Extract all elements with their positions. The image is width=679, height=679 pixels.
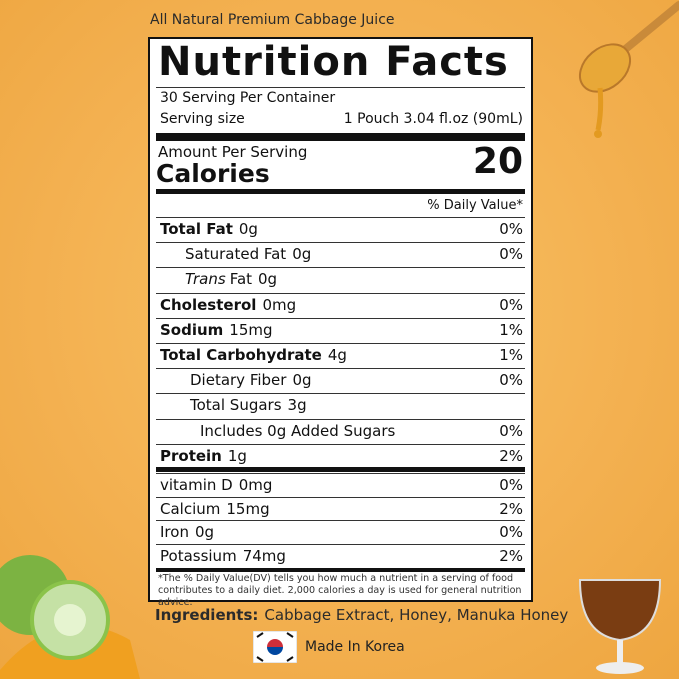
nutrient-name-text: Total Sugars [190,396,282,415]
nutrient-amount: 4g [327,346,347,364]
nutrition-label: Nutrition Facts 30 Serving Per Container… [148,37,533,608]
nutrient-name-text: Saturated Fat [185,245,287,264]
daily-value: 0% [499,220,523,238]
honey-glass [578,579,662,674]
nutrient-name: Cholesterol 0mg [160,296,296,314]
nutrient-name-text: Total Carbohydrate [160,346,322,364]
row-divider [156,520,525,522]
nutrient-amount: 1g [227,446,247,465]
servings: 30 Serving Per Container [160,90,336,106]
calories-label: Calories [156,159,270,188]
nutrient-amount: 0g [194,523,215,542]
nutrient-amount: 0g [238,220,258,238]
serving-size: 1 Pouch 3.04 fl.oz (90mL) [343,111,523,127]
row-divider [156,443,525,445]
nutrient-amount: 0mg [262,295,297,314]
row-divider [156,317,525,319]
row-divider [156,543,525,545]
nutrient-amount: 0mg [238,476,273,494]
nutrient-name: Trans Fat 0g [185,270,277,288]
ingredients: Ingredients: Cabbage Extract, Honey, Manu… [155,606,568,624]
honey-dipper [578,1,679,138]
row-divider [156,418,525,420]
nutrient-name-text: Fat [229,270,253,289]
daily-value: 0% [499,523,523,542]
nutrient-name: Iron 0g [160,523,214,541]
nutrient-name-text: Dietary Fiber [190,371,287,390]
nutrient-name: Total Carbohydrate 4g [160,346,347,364]
daily-value: 0% [499,476,523,494]
nutrient-name-text: vitamin D [160,476,233,494]
nutrient-amount: 3g [287,396,307,415]
nutrient-amount: 74mg [242,546,286,565]
row-divider [156,267,525,269]
daily-value: 2% [499,499,523,518]
nutrient-amount: 15mg [229,320,273,339]
nutrient-name-text: Potassium [160,546,237,565]
ingredients-label: Ingredients: [155,606,259,624]
dv-header: % Daily Value* [427,198,523,213]
row-divider [156,393,525,395]
nutrient-name-text: Calcium [160,499,221,518]
calories-value: 20 [472,141,523,182]
row-divider [156,292,525,294]
nutrient-name: Protein 1g [160,447,247,465]
nutrient-name: Potassium 74mg [160,547,286,565]
daily-value: 1% [499,346,523,364]
amount-per-serving: Amount Per Serving [158,143,308,161]
nutrient-name: Dietary Fiber 0g [190,371,312,389]
nutrient-amount: 15mg [226,499,270,518]
nutrient-name-italic: Trans [185,270,226,289]
label-title: Nutrition Facts [158,39,509,85]
row-divider [156,343,525,344]
daily-value: 0% [499,245,523,264]
nutrient-name-text: Protein [160,446,222,465]
nutrient-name-text: Iron [160,523,189,542]
row-divider [156,368,525,370]
ingredients-text: Cabbage Extract, Honey, Manuka Honey [264,606,569,624]
daily-value: 0% [499,421,523,440]
row-divider [156,473,525,474]
row-divider [156,496,525,498]
product-title: All Natural Premium Cabbage Juice [150,12,395,28]
nutrient-name-text: Sodium [160,320,224,339]
nutrient-amount: 0g [292,245,312,264]
nutrient-name: Sodium 15mg [160,321,273,339]
origin: Made In Korea [305,639,405,655]
row-divider [156,217,525,218]
nutrient-name-text: Includes 0g Added Sugars [200,421,396,440]
nutrient-name-text: Total Fat [160,220,233,238]
nutrient-name-text: Cholesterol [160,295,257,314]
nutrient-name: Includes 0g Added Sugars [200,422,395,440]
nutrient-name: Saturated Fat 0g [185,245,311,263]
nutrient-name: Calcium 15mg [160,500,270,518]
row-divider [156,242,525,244]
footnote: *The % Daily Value(DV) tells you how muc… [158,573,522,608]
nutrient-name: vitamin D 0mg [160,476,272,494]
korea-flag [253,631,297,663]
nutrient-amount: 0g [258,270,278,289]
daily-value: 0% [499,371,523,390]
cabbage [0,555,140,679]
daily-value: 2% [499,446,523,465]
daily-value: 1% [499,320,523,339]
serving-size-label: Serving size [160,111,245,127]
daily-value: 0% [499,295,523,314]
daily-value: 2% [499,546,523,565]
nutrient-name: Total Sugars 3g [190,396,307,414]
nutrient-name: Total Fat 0g [160,220,258,238]
nutrient-amount: 0g [292,371,312,390]
